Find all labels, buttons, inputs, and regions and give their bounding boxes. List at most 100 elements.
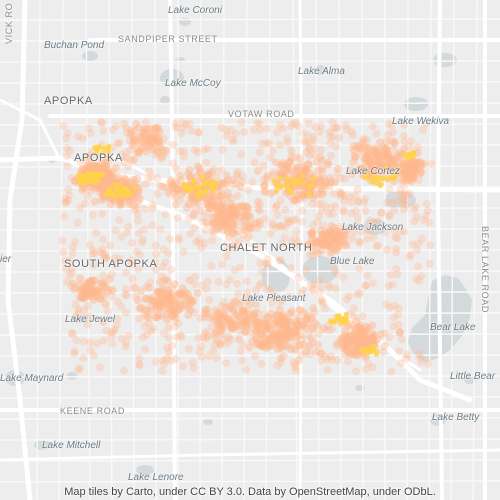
data-point	[86, 164, 95, 173]
data-point	[318, 167, 327, 176]
data-point	[223, 339, 232, 348]
data-point	[84, 152, 92, 161]
data-point	[374, 168, 383, 177]
data-point	[414, 262, 423, 271]
data-point	[413, 143, 422, 152]
data-point	[60, 212, 69, 221]
data-point	[298, 191, 307, 200]
data-point	[373, 242, 381, 251]
data-point	[238, 356, 247, 365]
data-point	[418, 234, 426, 243]
data-point	[373, 217, 382, 226]
data-point	[218, 199, 227, 208]
data-point	[269, 168, 278, 177]
data-point	[317, 186, 326, 195]
data-point	[299, 129, 308, 138]
data-point	[179, 123, 188, 132]
data-point	[278, 161, 287, 170]
data-point	[324, 158, 333, 167]
data-point	[190, 308, 199, 317]
data-point	[128, 275, 137, 283]
data-point	[399, 205, 408, 214]
data-point	[284, 217, 293, 226]
data-point	[223, 195, 232, 204]
data-point	[108, 173, 117, 182]
data-point	[260, 186, 269, 195]
data-point	[167, 356, 176, 365]
data-point	[298, 217, 307, 226]
data-point-hot	[196, 193, 202, 199]
data-point	[181, 120, 190, 129]
label-keene-road: KEENE ROAD	[60, 406, 126, 416]
data-point	[86, 129, 95, 138]
data-point	[292, 367, 300, 375]
data-point	[193, 148, 202, 157]
data-point	[276, 333, 285, 341]
data-point	[302, 314, 311, 323]
data-point	[171, 119, 180, 128]
data-point	[385, 212, 394, 221]
data-point	[228, 176, 237, 185]
data-point	[203, 200, 212, 208]
data-point	[339, 207, 348, 216]
data-point	[348, 234, 356, 243]
data-point	[156, 289, 165, 298]
data-point	[350, 191, 359, 200]
data-point	[166, 298, 175, 307]
minor-street	[0, 144, 500, 147]
data-point	[263, 171, 272, 180]
data-point	[292, 327, 301, 336]
data-point	[368, 279, 377, 288]
data-point	[88, 278, 96, 287]
data-point	[107, 270, 116, 279]
data-point	[305, 341, 314, 350]
data-point	[110, 197, 119, 206]
data-point	[354, 197, 363, 206]
data-point	[162, 316, 171, 325]
data-point	[384, 281, 393, 290]
data-point	[100, 195, 109, 203]
data-point	[97, 195, 106, 204]
data-point	[189, 363, 198, 372]
data-point	[127, 128, 136, 137]
data-point	[233, 191, 242, 200]
data-point	[281, 342, 290, 351]
label-buchan-pond: Buchan Pond	[44, 40, 105, 51]
data-point	[291, 363, 299, 372]
data-point-hot	[94, 171, 100, 177]
data-point	[275, 256, 284, 265]
data-point	[233, 174, 242, 182]
data-point-hot	[198, 188, 204, 194]
data-point	[254, 339, 263, 347]
data-point	[308, 315, 317, 324]
data-point	[207, 323, 216, 332]
data-point	[72, 336, 81, 345]
data-point	[106, 153, 114, 162]
data-point	[85, 157, 94, 166]
data-point	[305, 151, 314, 160]
data-point	[171, 193, 180, 202]
data-point	[92, 228, 101, 237]
data-point	[112, 122, 121, 131]
data-point	[262, 259, 270, 268]
data-point	[102, 162, 111, 171]
data-point-hot	[80, 174, 86, 180]
data-point	[152, 287, 161, 296]
data-point	[163, 315, 172, 324]
data-point	[292, 195, 301, 204]
data-point	[113, 297, 122, 306]
data-point	[86, 163, 95, 172]
road-vertical-center-2	[298, 0, 304, 500]
data-point	[69, 243, 78, 251]
data-point	[318, 164, 327, 173]
minor-street	[0, 18, 500, 21]
data-point	[327, 355, 336, 364]
data-point	[91, 276, 100, 285]
data-point	[175, 233, 183, 242]
data-point	[237, 202, 246, 211]
data-point	[151, 313, 160, 322]
data-point	[217, 206, 226, 215]
data-point	[316, 181, 325, 190]
data-point	[398, 194, 407, 203]
